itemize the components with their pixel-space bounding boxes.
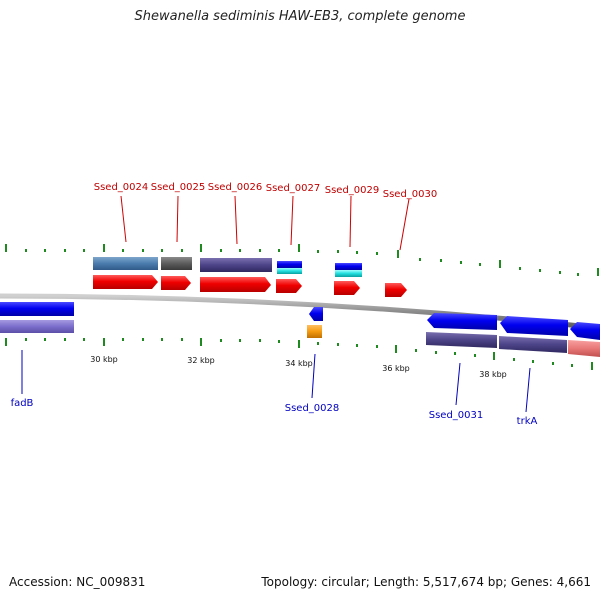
gene-arrow-ssed-0025[interactable] [161, 276, 191, 290]
gene-label-ssed-0029[interactable]: Ssed_0029 [325, 185, 380, 196]
map-title: Shewanella sediminis HAW-EB3, complete g… [134, 9, 466, 24]
scale-label-38kbp: 38 kbp [479, 370, 507, 379]
feature-ssed-0026-track [200, 258, 272, 272]
gene-arrow-ssed-0027[interactable] [276, 279, 302, 293]
gene-label-ssed-0026[interactable]: Ssed_0026 [208, 182, 263, 193]
accession-text: Accession: NC_009831 [9, 575, 146, 589]
feature-ssed-0025-track [161, 257, 192, 270]
genome-summary-text: Topology: circular; Length: 5,517,674 bp… [261, 575, 591, 589]
feature-fadb-track [0, 320, 74, 333]
feature-ssed-0027-track-b [277, 268, 302, 274]
feature-ssed-0031-track [426, 332, 497, 348]
feature-ssed-0027-track-a [277, 261, 302, 268]
scale-label-32kbp: 32 kbp [187, 356, 215, 365]
gene-arrow-trka[interactable] [500, 316, 568, 336]
feature-ssed-0024-track [93, 257, 158, 270]
scale-label-34kbp: 34 kbp [285, 359, 313, 368]
gene-label-ssed-0024[interactable]: Ssed_0024 [94, 182, 149, 193]
gene-arrow-ssed-0029[interactable] [334, 281, 360, 295]
gene-label-ssed-0031[interactable]: Ssed_0031 [429, 410, 484, 421]
lower-tick-row [5, 338, 593, 370]
upper-tick-row [5, 244, 599, 276]
gene-arrow-ssed-0030[interactable] [385, 283, 407, 297]
gene-arrow-ssed-0024[interactable] [93, 275, 158, 289]
feature-ssed-0028-track [307, 325, 322, 338]
gene-label-ssed-0027[interactable]: Ssed_0027 [266, 183, 321, 194]
gene-label-fadb[interactable]: fadB [11, 398, 34, 409]
gene-label-trka[interactable]: trkA [517, 416, 538, 427]
gene-label-ssed-0028[interactable]: Ssed_0028 [285, 403, 340, 414]
gene-arrow-ssed-0031[interactable] [427, 313, 497, 330]
gene-label-ssed-0030[interactable]: Ssed_0030 [383, 189, 438, 200]
feature-next-track [568, 340, 600, 357]
reverse-label-leaders [21, 350, 531, 413]
feature-trka-track [499, 336, 567, 353]
gene-arrow-next[interactable] [570, 322, 600, 340]
gene-label-ssed-0025[interactable]: Ssed_0025 [151, 182, 206, 193]
gene-arrow-fadb[interactable] [0, 302, 74, 316]
gene-arrow-ssed-0028[interactable] [309, 307, 323, 321]
feature-ssed-0029-track-b [335, 270, 362, 277]
scale-label-30kbp: 30 kbp [90, 355, 118, 364]
feature-ssed-0029-track-a [335, 263, 362, 270]
gene-arrow-ssed-0026[interactable] [200, 277, 271, 292]
forward-label-leaders [120, 195, 410, 251]
scale-label-36kbp: 36 kbp [382, 364, 410, 373]
